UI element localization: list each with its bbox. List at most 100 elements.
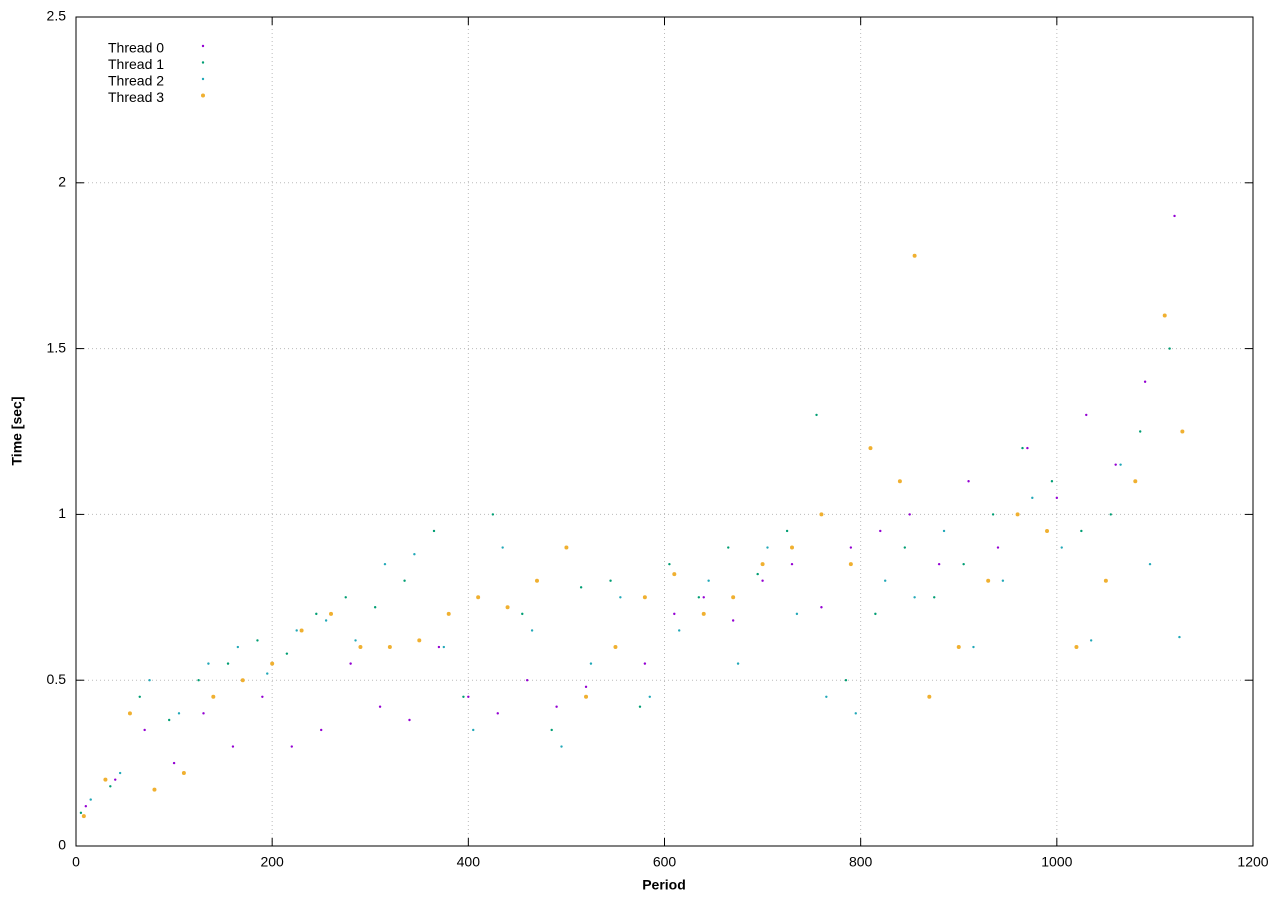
point	[1168, 347, 1171, 350]
point	[1021, 446, 1024, 450]
point	[1119, 463, 1122, 466]
point	[240, 678, 245, 683]
legend-swatch	[201, 61, 205, 64]
point	[270, 661, 275, 666]
point	[525, 679, 529, 682]
legend-swatch	[201, 93, 205, 98]
point	[172, 761, 176, 765]
point	[530, 629, 534, 632]
point	[844, 679, 848, 682]
point	[1178, 635, 1181, 639]
point	[962, 562, 965, 566]
point	[1045, 528, 1050, 533]
point	[1114, 463, 1117, 466]
point	[795, 612, 799, 616]
legend-label: Thread 1	[108, 56, 164, 72]
point	[996, 546, 1000, 549]
legend-label: Thread 2	[108, 73, 164, 89]
point	[181, 771, 186, 776]
point	[756, 572, 759, 576]
point	[290, 745, 293, 748]
point	[437, 645, 441, 649]
point	[1148, 562, 1152, 566]
point	[942, 529, 946, 533]
point	[560, 745, 563, 748]
point	[521, 612, 524, 616]
point	[908, 513, 911, 516]
point	[148, 679, 151, 682]
point	[472, 728, 475, 732]
point	[84, 805, 88, 808]
point	[152, 787, 157, 792]
x-tick-label: 200	[260, 854, 284, 870]
point	[505, 605, 510, 610]
point	[701, 611, 706, 616]
point	[736, 662, 740, 665]
point	[673, 612, 676, 616]
point	[373, 606, 377, 609]
point	[387, 645, 392, 650]
point	[202, 712, 205, 715]
point	[903, 546, 907, 549]
x-tick-label: 1200	[1237, 854, 1268, 870]
point	[114, 778, 117, 781]
point	[790, 545, 795, 550]
point	[197, 679, 200, 682]
y-tick-label: 1.5	[47, 339, 67, 355]
point	[467, 695, 470, 698]
point	[354, 639, 357, 642]
point	[266, 672, 269, 675]
point	[702, 596, 705, 599]
x-tick-label: 800	[849, 854, 873, 870]
point	[967, 480, 970, 483]
point	[579, 586, 583, 589]
point	[927, 694, 932, 699]
point	[408, 718, 411, 722]
y-axis-label: Time [sec]	[9, 397, 25, 466]
point	[256, 639, 259, 642]
point	[89, 798, 92, 801]
point	[638, 705, 642, 708]
point	[991, 513, 995, 516]
point	[1001, 579, 1005, 582]
point	[785, 529, 789, 533]
point	[231, 745, 235, 748]
point	[913, 596, 916, 599]
point	[403, 579, 406, 582]
point	[819, 512, 824, 517]
point	[642, 595, 647, 600]
point	[1143, 380, 1147, 383]
point	[118, 771, 122, 775]
point	[933, 596, 936, 599]
point	[868, 446, 873, 451]
point	[320, 728, 323, 732]
point	[358, 645, 363, 650]
point	[883, 579, 887, 582]
point	[849, 546, 853, 549]
point	[1080, 529, 1083, 533]
point	[1015, 512, 1020, 517]
point	[643, 662, 647, 665]
point	[299, 628, 304, 633]
point	[344, 596, 347, 599]
point	[1074, 645, 1079, 650]
point	[727, 546, 730, 549]
point	[848, 562, 853, 567]
point	[143, 728, 146, 732]
point	[236, 645, 240, 649]
y-tick-label: 0	[58, 837, 66, 853]
point	[1031, 496, 1034, 500]
point	[109, 785, 112, 788]
point	[668, 562, 671, 566]
point	[707, 579, 710, 582]
point	[912, 253, 917, 258]
point	[432, 529, 436, 533]
legend-label: Thread 3	[108, 89, 164, 105]
point	[619, 596, 622, 599]
point	[79, 811, 83, 815]
point	[815, 413, 818, 417]
point	[761, 579, 764, 582]
y-tick-label: 2.5	[47, 8, 67, 24]
point	[167, 718, 171, 722]
